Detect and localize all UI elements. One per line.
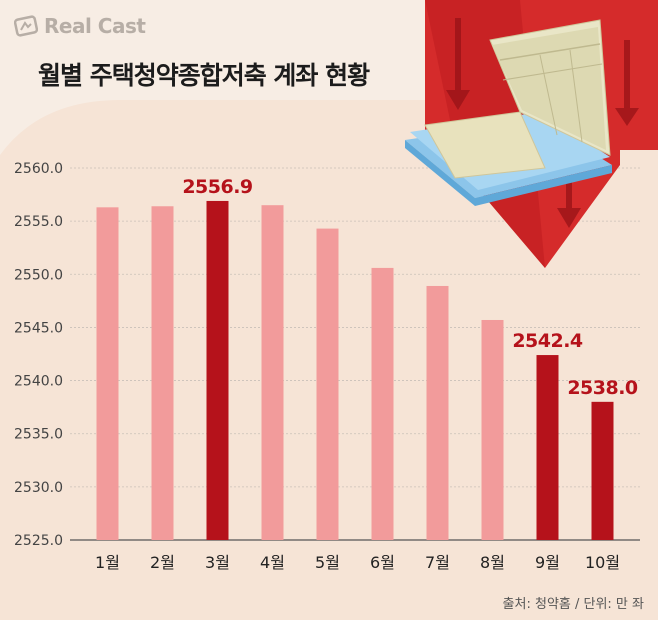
logo-cast-icon bbox=[14, 15, 38, 37]
y-tick-label: 2530.0 bbox=[14, 480, 63, 496]
data-label: 2538.0 bbox=[567, 377, 638, 399]
y-tick-label: 2550.0 bbox=[14, 267, 63, 283]
x-tick-label: 6월 bbox=[370, 553, 395, 572]
data-label: 2556.9 bbox=[182, 176, 252, 198]
data-label: 2542.4 bbox=[512, 330, 583, 352]
page-title: 월별 주택청약종합저축 계좌 현황 bbox=[38, 61, 370, 90]
y-tick-label: 2555.0 bbox=[14, 214, 63, 230]
x-tick-label: 3월 bbox=[205, 553, 230, 572]
bar bbox=[481, 319, 504, 540]
x-tick-label: 10월 bbox=[585, 553, 620, 572]
x-tick-label: 1월 bbox=[95, 553, 120, 572]
x-tick-label: 4월 bbox=[260, 553, 285, 572]
y-tick-label: 2545.0 bbox=[14, 320, 63, 336]
bar bbox=[206, 200, 229, 540]
x-tick-label: 5월 bbox=[315, 553, 340, 572]
bar bbox=[96, 207, 119, 540]
logo: Real Cast bbox=[14, 14, 146, 38]
bar bbox=[151, 206, 174, 540]
y-tick-label: 2535.0 bbox=[14, 427, 63, 443]
y-tick-label: 2525.0 bbox=[14, 533, 63, 549]
y-tick-label: 2540.0 bbox=[14, 374, 63, 390]
bar bbox=[536, 355, 559, 540]
bar bbox=[261, 205, 284, 540]
x-tick-label: 7월 bbox=[425, 553, 450, 572]
bar bbox=[316, 228, 339, 540]
x-tick-label: 8월 bbox=[480, 553, 505, 572]
y-tick-label: 2560.0 bbox=[14, 161, 63, 177]
source-note: 출처: 청약홈 / 단위: 만 좌 bbox=[502, 597, 644, 612]
logo-text: Real Cast bbox=[44, 14, 146, 38]
x-tick-label: 9월 bbox=[535, 553, 560, 572]
bar bbox=[426, 285, 449, 540]
bar bbox=[371, 267, 394, 540]
x-tick-label: 2월 bbox=[150, 553, 175, 572]
bar bbox=[591, 401, 614, 540]
